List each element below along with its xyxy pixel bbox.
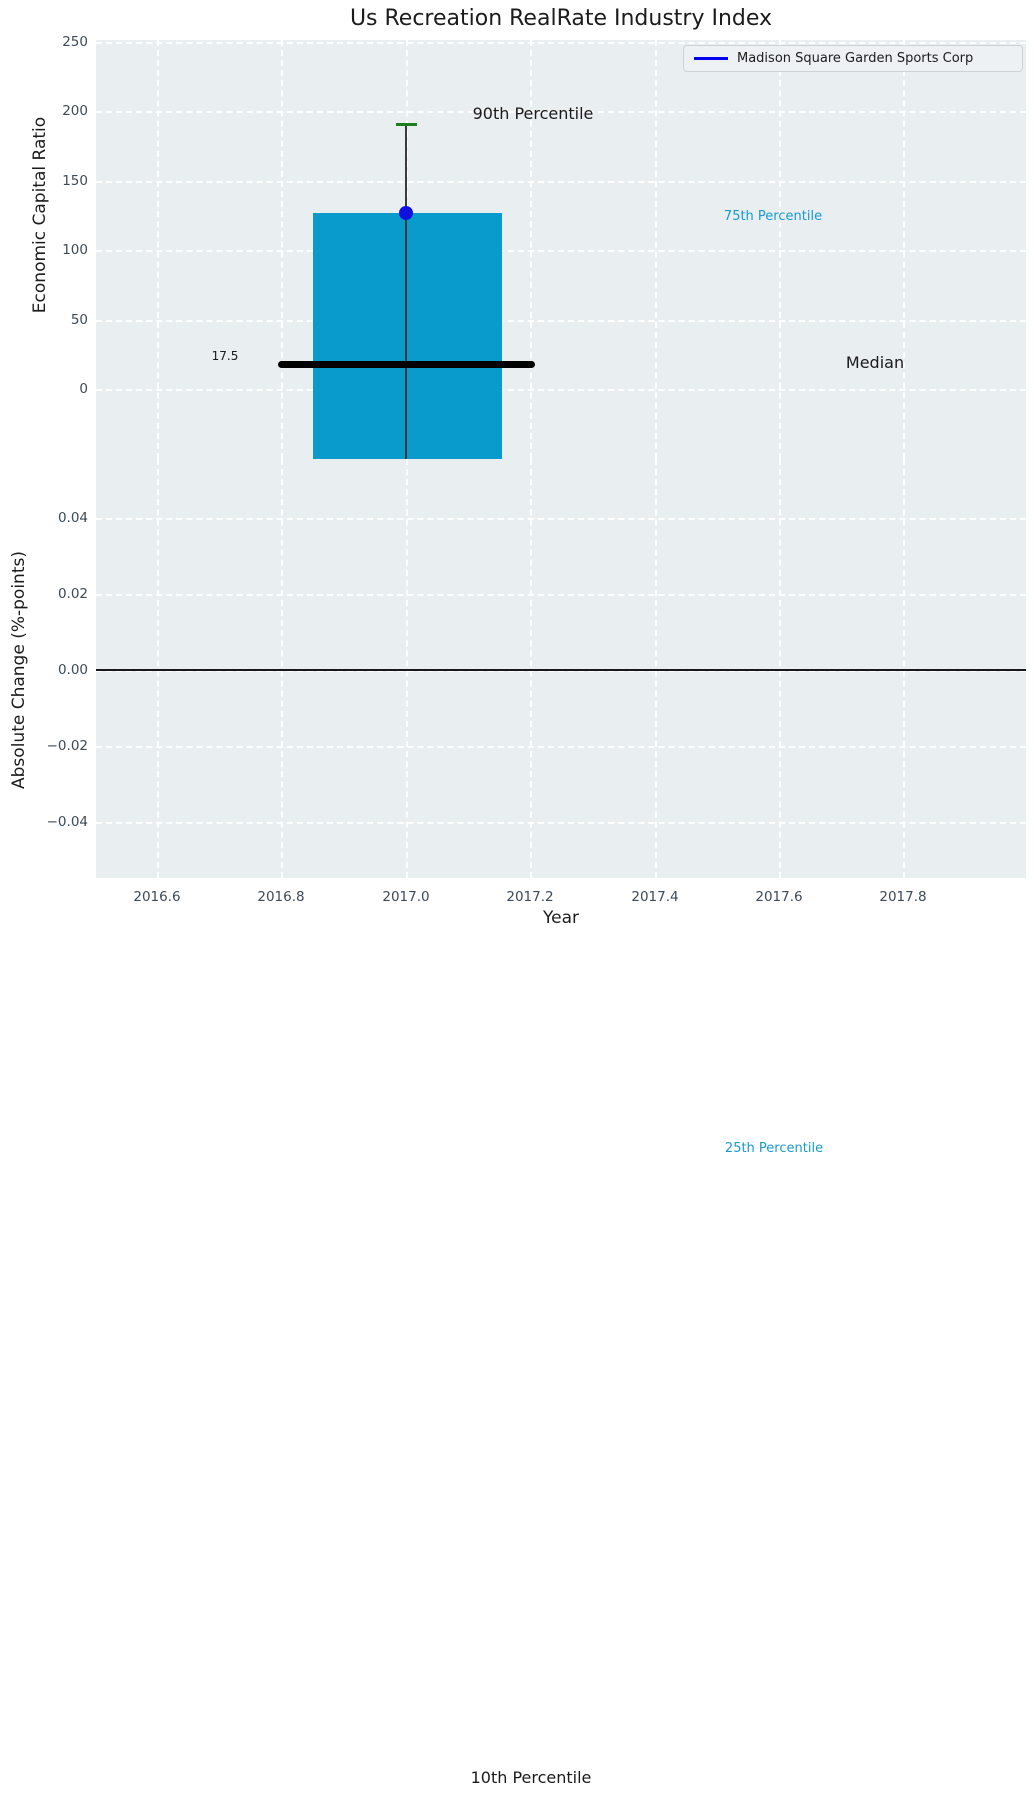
top-y-tick-label: 200	[62, 103, 88, 119]
x-tick-label: 2017.6	[755, 889, 803, 905]
vertical-gridline	[655, 459, 657, 878]
bottom-y-tick-label: 0.02	[57, 586, 88, 602]
top-y-tick-label: 50	[70, 312, 88, 328]
x-tick-label: 2017.2	[506, 889, 554, 905]
horizontal-gridline	[96, 518, 1026, 520]
horizontal-gridline	[96, 42, 1026, 44]
horizontal-gridline	[96, 389, 1026, 391]
horizontal-gridline	[96, 250, 1026, 252]
vertical-gridline	[903, 40, 905, 459]
top-subplot-area	[96, 40, 1026, 459]
vertical-gridline	[281, 459, 283, 878]
horizontal-gridline	[96, 746, 1026, 748]
legend-box: Madison Square Garden Sports Corp	[683, 45, 1023, 72]
vertical-gridline	[406, 459, 408, 878]
horizontal-gridline	[96, 822, 1026, 824]
median-annotation: Median	[845, 353, 905, 372]
top-y-tick-label: 100	[62, 242, 88, 258]
median-value-annotation: 17.5	[211, 349, 239, 363]
bottom-y-tick-label: 0.00	[57, 662, 88, 678]
horizontal-gridline	[96, 320, 1026, 322]
whisker-line	[405, 124, 407, 459]
bottom-y-tick-label: 0.04	[57, 510, 88, 526]
interquartile-bar	[313, 213, 502, 459]
x-tick-label: 2017.8	[879, 889, 927, 905]
legend-series-label: Madison Square Garden Sports Corp	[737, 51, 974, 66]
vertical-gridline	[903, 459, 905, 878]
vertical-gridline	[655, 40, 657, 459]
median-line	[278, 361, 535, 368]
company-marker-dot	[399, 206, 413, 220]
x-tick-label: 2017.0	[382, 889, 430, 905]
p10-annotation: 10th Percentile	[470, 1768, 592, 1787]
x-tick-label: 2016.6	[133, 889, 181, 905]
horizontal-gridline	[96, 181, 1026, 183]
horizontal-gridline	[96, 111, 1026, 113]
legend-line-sample-icon	[694, 57, 728, 60]
horizontal-gridline	[96, 670, 1026, 672]
vertical-gridline	[281, 40, 283, 459]
vertical-gridline	[779, 40, 781, 459]
vertical-gridline	[157, 459, 159, 878]
top-y-tick-label: 0	[79, 381, 88, 397]
p75-annotation: 75th Percentile	[723, 209, 823, 224]
bottom-subplot-area	[96, 459, 1026, 878]
x-tick-label: 2016.8	[257, 889, 305, 905]
chart-title: Us Recreation RealRate Industry Index	[349, 6, 773, 31]
horizontal-gridline	[96, 594, 1026, 596]
vertical-gridline	[779, 459, 781, 878]
vertical-gridline	[530, 40, 532, 459]
p25-annotation: 25th Percentile	[724, 1141, 824, 1156]
p90-annotation: 90th Percentile	[472, 104, 594, 123]
top-y-tick-label: 250	[62, 34, 88, 50]
x-tick-label: 2017.4	[631, 889, 679, 905]
bottom-y-tick-label: −0.04	[46, 814, 88, 830]
p90-whisker-cap	[396, 123, 417, 126]
top-y-tick-label: 150	[62, 173, 88, 189]
x-axis-label: Year	[543, 908, 579, 928]
bottom-y-tick-label: −0.02	[46, 738, 88, 754]
vertical-gridline	[157, 40, 159, 459]
vertical-gridline	[530, 459, 532, 878]
zero-baseline	[96, 669, 1026, 671]
